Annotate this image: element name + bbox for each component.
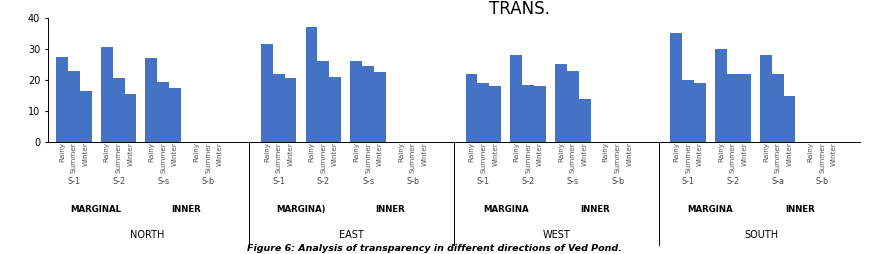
Bar: [784, 96, 795, 142]
Bar: [772, 74, 784, 142]
Bar: [56, 57, 68, 142]
Text: S-b: S-b: [202, 177, 215, 186]
Text: MARGINA: MARGINA: [687, 205, 733, 214]
Bar: [534, 86, 546, 142]
Text: S-2: S-2: [112, 177, 125, 186]
Bar: [522, 85, 534, 142]
Bar: [579, 99, 591, 142]
Text: WEST: WEST: [542, 230, 570, 240]
Bar: [727, 74, 739, 142]
Bar: [273, 74, 284, 142]
Bar: [739, 74, 751, 142]
Text: NORTH: NORTH: [129, 230, 164, 240]
Text: S-2: S-2: [521, 177, 534, 186]
Bar: [157, 82, 169, 142]
Bar: [68, 71, 80, 142]
Bar: [466, 74, 477, 142]
Text: S-b: S-b: [406, 177, 420, 186]
Bar: [284, 78, 296, 142]
Text: S-1: S-1: [272, 177, 285, 186]
Text: S-b: S-b: [816, 177, 829, 186]
Bar: [80, 91, 92, 142]
Text: S-a: S-a: [771, 177, 784, 186]
Text: S-2: S-2: [726, 177, 740, 186]
Text: S-1: S-1: [68, 177, 80, 186]
Bar: [374, 72, 386, 142]
Bar: [715, 49, 727, 142]
Text: INNER: INNER: [580, 205, 610, 214]
Bar: [682, 80, 694, 142]
Text: S-s: S-s: [157, 177, 169, 186]
Bar: [510, 55, 522, 142]
Bar: [113, 78, 124, 142]
Text: INNER: INNER: [171, 205, 201, 214]
Text: S-s: S-s: [362, 177, 375, 186]
Bar: [306, 27, 317, 142]
Bar: [477, 83, 489, 142]
Text: SOUTH: SOUTH: [744, 230, 779, 240]
Bar: [101, 47, 113, 142]
Text: S-1: S-1: [681, 177, 694, 186]
Text: INNER: INNER: [785, 205, 815, 214]
Bar: [317, 61, 329, 142]
Bar: [694, 83, 706, 142]
Text: S-2: S-2: [317, 177, 330, 186]
Text: Figure 6: Analysis of transparency in different directions of Ved Pond.: Figure 6: Analysis of transparency in di…: [247, 244, 622, 253]
Bar: [350, 61, 362, 142]
Bar: [329, 77, 342, 142]
Text: INNER: INNER: [375, 205, 405, 214]
Bar: [145, 58, 157, 142]
Text: S-b: S-b: [611, 177, 624, 186]
Text: S-1: S-1: [477, 177, 490, 186]
Bar: [124, 94, 136, 142]
Text: EAST: EAST: [339, 230, 364, 240]
Bar: [169, 88, 181, 142]
Bar: [760, 55, 772, 142]
Bar: [489, 86, 501, 142]
Text: S-s: S-s: [567, 177, 579, 186]
Bar: [670, 33, 682, 142]
Text: MARGINAL: MARGINAL: [70, 205, 122, 214]
Bar: [362, 66, 374, 142]
Bar: [567, 71, 579, 142]
Text: MARGINA): MARGINA): [276, 205, 326, 214]
Bar: [261, 44, 273, 142]
Title: TRANS.: TRANS.: [488, 0, 549, 18]
Text: MARGINA: MARGINA: [483, 205, 528, 214]
Bar: [555, 65, 567, 142]
